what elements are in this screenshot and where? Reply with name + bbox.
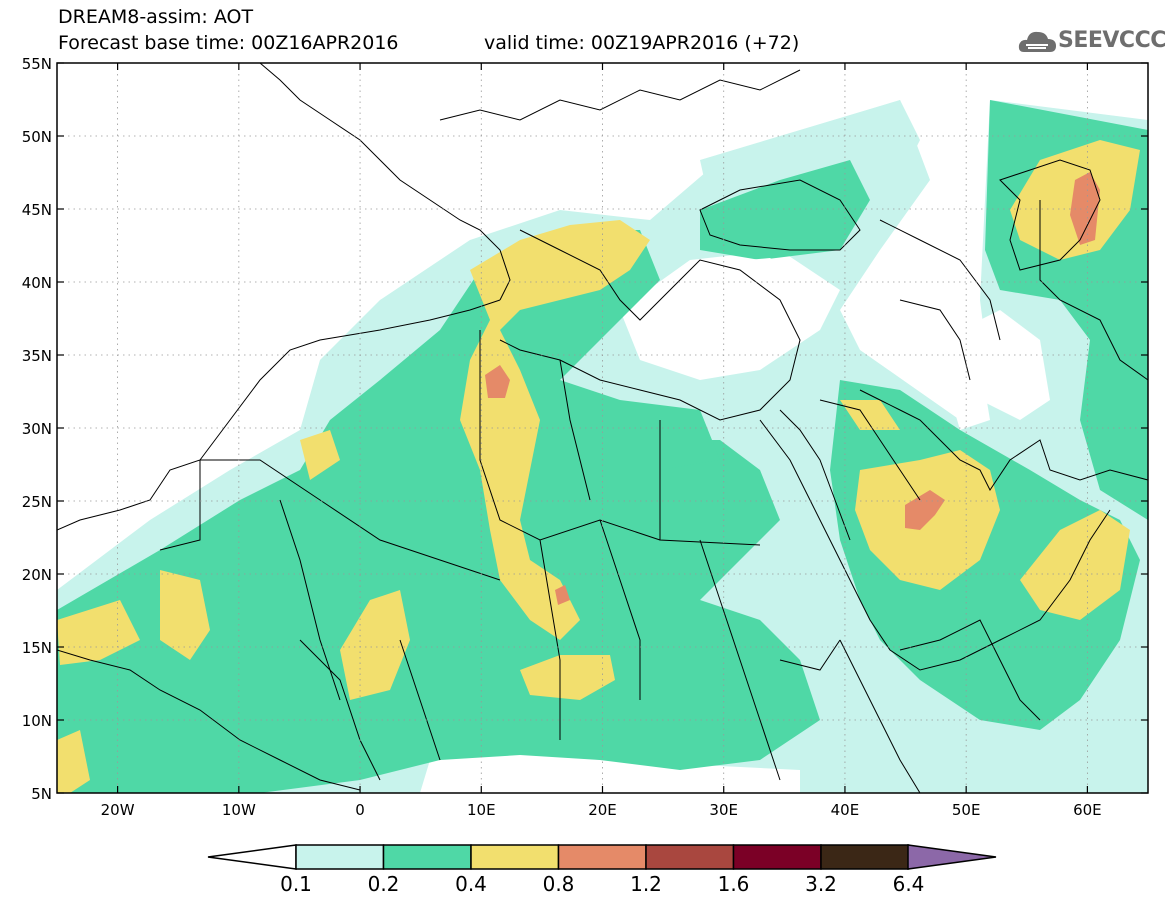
lat-label: 15N xyxy=(22,639,52,657)
colorbar-label: 0.4 xyxy=(455,872,487,896)
aot-field xyxy=(57,63,1148,793)
seevccc-logo: SEEVCCC xyxy=(1018,26,1165,56)
colorbar-label: 1.2 xyxy=(630,872,662,896)
lat-label: 25N xyxy=(22,493,52,511)
lon-label: 20W xyxy=(101,801,135,819)
lat-label: 20N xyxy=(22,566,52,584)
colorbar xyxy=(207,844,997,870)
colorbar-cell xyxy=(732,844,822,870)
lon-label: 60E xyxy=(1073,801,1102,819)
map-title: DREAM8-assim: AOT xyxy=(58,6,254,28)
colorbar-cell xyxy=(470,844,560,870)
logo-text: SEEVCCC xyxy=(1058,28,1165,53)
lon-label: 30E xyxy=(709,801,738,819)
valid-time: valid time: 00Z19APR2016 (+72) xyxy=(484,32,800,54)
lon-label: 0 xyxy=(355,801,365,819)
latitude-labels: 55N 50N 45N 40N 35N 30N 25N 20N 15N 10N 5N xyxy=(22,55,52,803)
colorbar-cell xyxy=(820,844,910,870)
lon-label: 10W xyxy=(222,801,256,819)
lat-label: 50N xyxy=(22,128,52,146)
colorbar-label: 0.8 xyxy=(542,872,575,896)
colorbar-low-arrow xyxy=(207,844,297,870)
forecast-base-time: Forecast base time: 00Z16APR2016 xyxy=(58,32,399,54)
colorbar-cell xyxy=(557,844,647,870)
lon-label: 40E xyxy=(831,801,860,819)
cloud-icon xyxy=(1018,31,1056,52)
colorbar-label: 0.1 xyxy=(280,872,312,896)
longitude-labels: 20W 10W 0 10E 20E 30E 40E 50E 60E xyxy=(101,801,1102,819)
lon-label: 10E xyxy=(467,801,496,819)
lat-label: 40N xyxy=(22,274,52,292)
lon-label: 50E xyxy=(952,801,981,819)
colorbar-label: 0.2 xyxy=(367,872,400,896)
lat-label: 35N xyxy=(22,347,52,365)
lat-label: 5N xyxy=(31,785,52,803)
lat-label: 30N xyxy=(22,420,52,438)
colorbar-label: 3.2 xyxy=(805,872,837,896)
lat-label: 45N xyxy=(22,201,52,219)
graticule xyxy=(57,63,1148,793)
colorbar-high-arrow xyxy=(907,844,997,870)
lat-label: 55N xyxy=(22,55,52,73)
colorbar-label: 6.4 xyxy=(892,872,925,896)
lat-label: 10N xyxy=(22,712,52,730)
colorbar-label: 1.6 xyxy=(717,872,750,896)
colorbar-cell xyxy=(295,844,385,870)
lon-label: 20E xyxy=(588,801,617,819)
colorbar-cell xyxy=(382,844,472,870)
colorbar-cell xyxy=(645,844,735,870)
